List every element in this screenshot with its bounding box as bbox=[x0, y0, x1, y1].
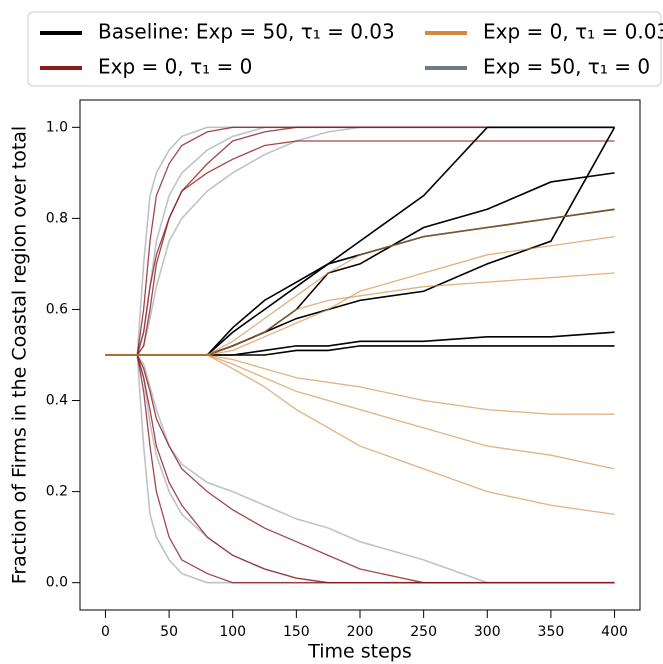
run-line bbox=[105, 172, 615, 356]
x-tick-label: 350 bbox=[538, 624, 565, 640]
legend-label: Exp = 50, τ₁ = 0 bbox=[483, 55, 650, 79]
y-tick-label: 0.0 bbox=[46, 575, 68, 591]
legend-box bbox=[27, 11, 662, 87]
y-tick-label: 1.0 bbox=[46, 119, 68, 135]
run-line bbox=[105, 354, 615, 415]
x-axis-label: Time steps bbox=[307, 641, 412, 663]
y-tick-label: 0.8 bbox=[46, 210, 68, 226]
legend-label: Exp = 0, τ₁ = 0.03 bbox=[483, 20, 663, 44]
legend-label: Baseline: Exp = 50, τ₁ = 0.03 bbox=[98, 20, 395, 44]
x-tick-label: 250 bbox=[410, 624, 437, 640]
y-tick-label: 0.2 bbox=[46, 484, 68, 500]
legend-label: Exp = 0, τ₁ = 0 bbox=[98, 55, 252, 79]
y-axis-label: Fraction of Firms in the Coastal region … bbox=[9, 126, 31, 584]
run-line bbox=[105, 354, 615, 516]
x-tick-label: 100 bbox=[219, 624, 246, 640]
run-line bbox=[105, 345, 615, 356]
run-line bbox=[105, 208, 615, 356]
run-line bbox=[105, 126, 615, 356]
y-tick-label: 0.6 bbox=[46, 301, 68, 317]
run-line bbox=[105, 140, 615, 356]
x-tick-label: 200 bbox=[347, 624, 374, 640]
run-line bbox=[105, 354, 615, 584]
x-tick-label: 150 bbox=[283, 624, 310, 640]
run-line bbox=[105, 354, 615, 470]
x-tick-label: 400 bbox=[601, 624, 628, 640]
run-line bbox=[105, 208, 615, 356]
x-tick-label: 50 bbox=[160, 624, 178, 640]
x-tick-label: 300 bbox=[474, 624, 501, 640]
run-line bbox=[105, 354, 615, 584]
x-tick-label: 0 bbox=[101, 624, 110, 640]
run-line bbox=[105, 272, 615, 356]
y-tick-label: 0.4 bbox=[46, 393, 68, 409]
run-line bbox=[105, 331, 615, 356]
run-line bbox=[105, 126, 615, 356]
